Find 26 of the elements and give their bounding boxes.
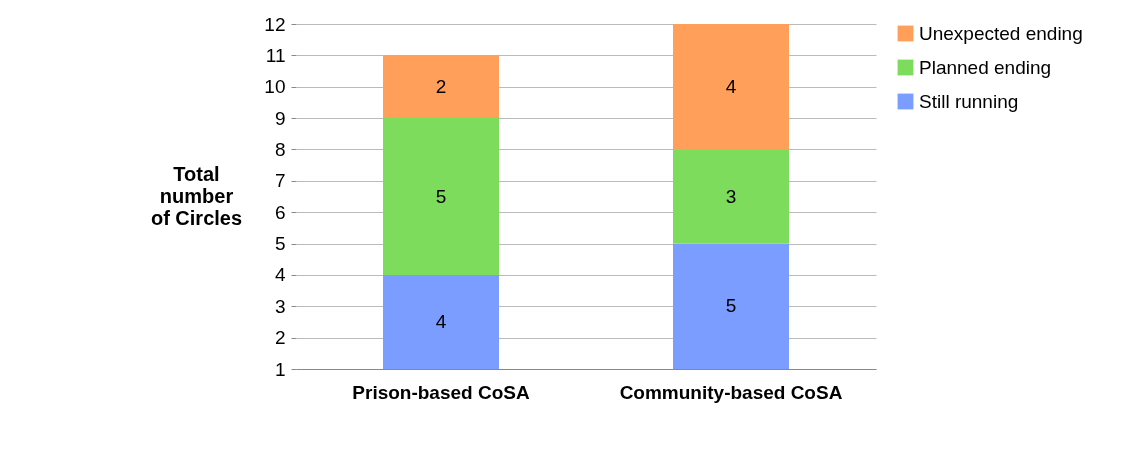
y-tick-label: 9 [274, 107, 286, 129]
x-tick-label: Prison-based CoSA [352, 381, 530, 403]
data-label: 4 [435, 310, 447, 332]
y-tick-label: 4 [274, 264, 286, 286]
legend-label: Unexpected ending [919, 22, 1083, 44]
y-tick-label: 3 [274, 295, 286, 317]
y-tick-label: 12 [264, 13, 286, 35]
data-label: 5 [435, 185, 447, 207]
legend-label: Still running [919, 90, 1019, 112]
data-label: 5 [725, 295, 737, 317]
y-tick-label: 10 [264, 76, 286, 98]
data-label: 2 [435, 75, 447, 97]
y-tick-label: 5 [274, 233, 286, 255]
y-tick-label: 1 [274, 358, 286, 380]
y-tick-label: 8 [274, 138, 286, 160]
y-tick-label: 7 [274, 170, 286, 192]
bar [383, 55, 499, 119]
legend-label: Planned ending [919, 56, 1052, 78]
y-axis-title: Total number of Circles [150, 162, 243, 229]
data-label: 4 [725, 75, 737, 97]
y-tick-label: 6 [274, 201, 286, 223]
x-tick-label: Community-based CoSA [619, 381, 843, 403]
y-tick-label: 2 [274, 327, 286, 349]
y-tick-label: 11 [265, 44, 286, 66]
data-label: 3 [725, 185, 737, 207]
bar [673, 24, 789, 150]
